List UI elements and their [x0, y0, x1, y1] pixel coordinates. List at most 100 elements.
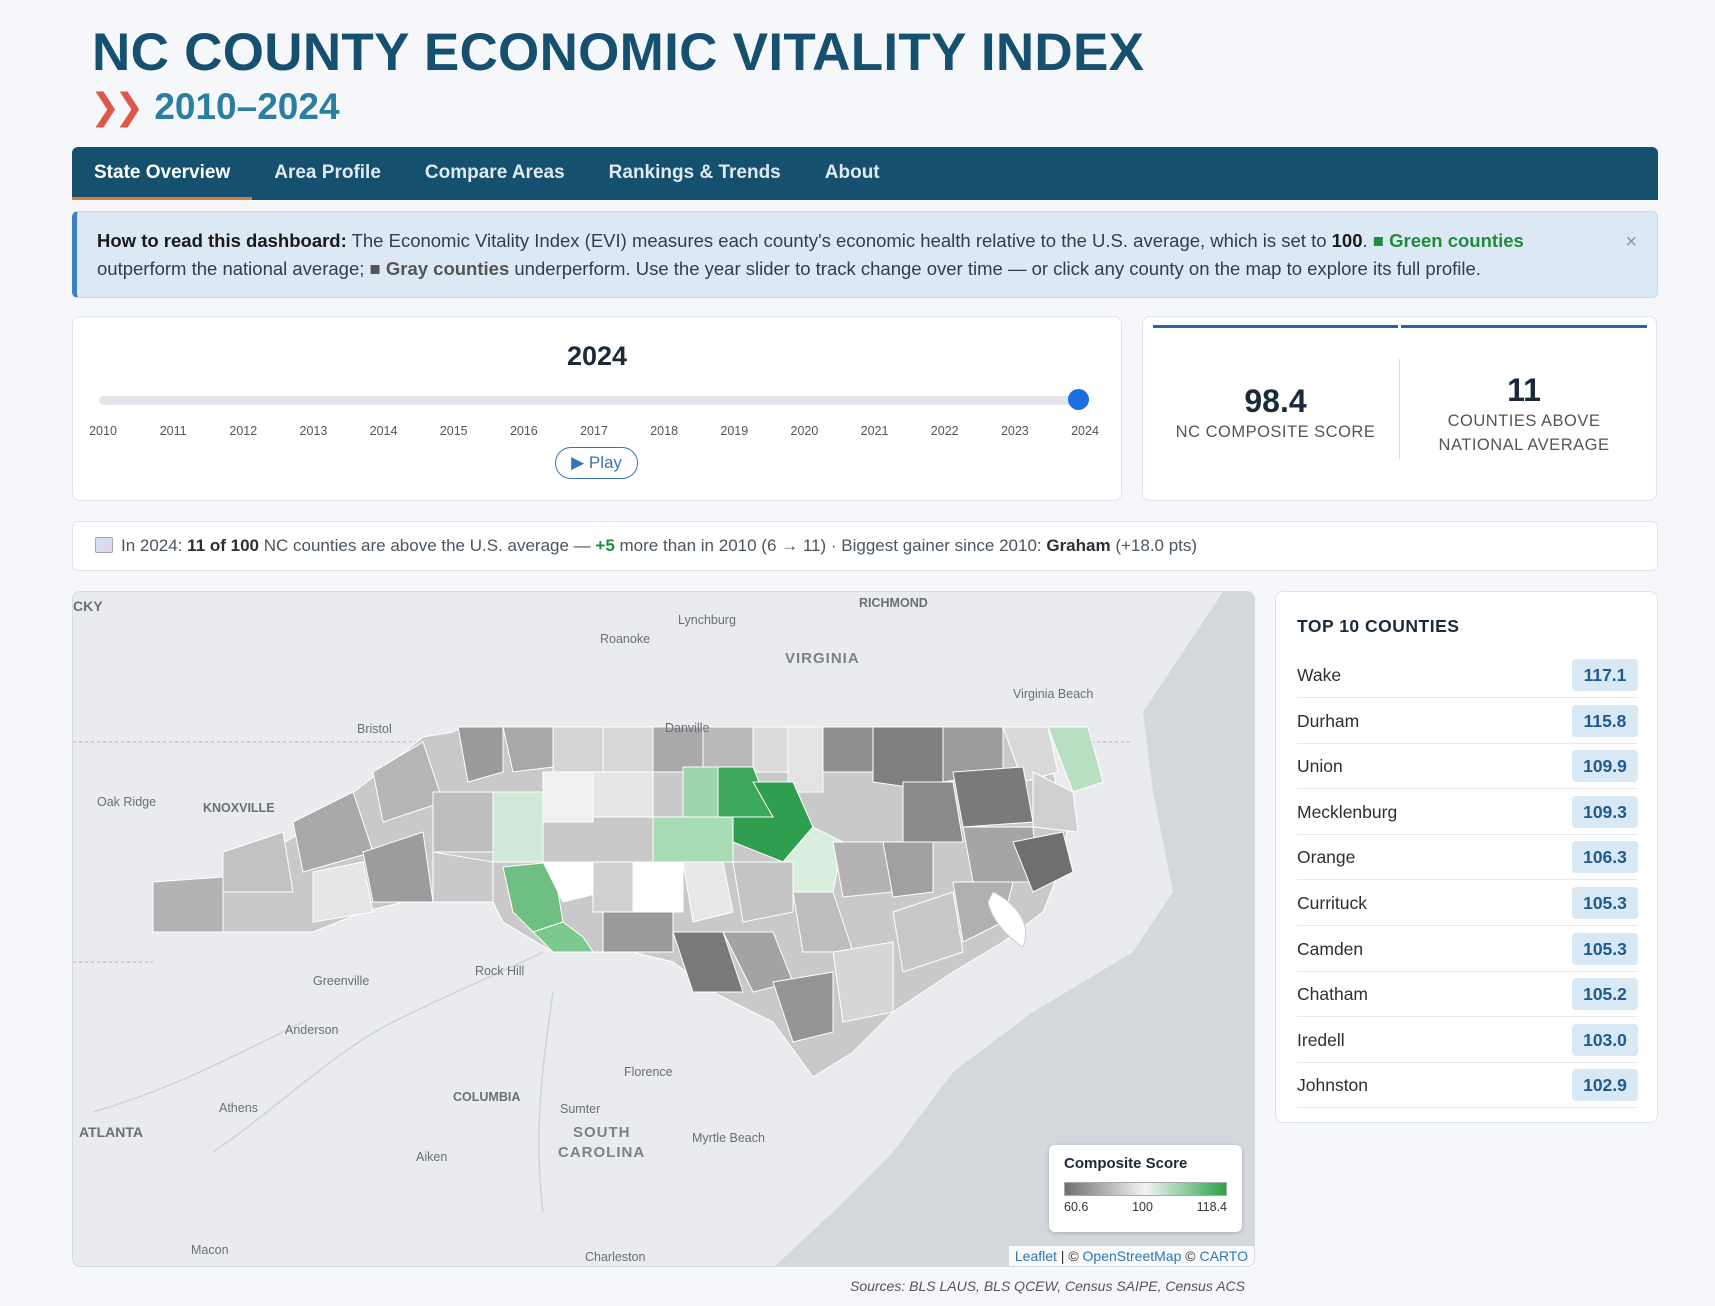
map-label: VIRGINIA [785, 650, 860, 667]
above-average-label: NATIONAL AVERAGE [1438, 436, 1610, 454]
map-label: Aiken [416, 1150, 448, 1164]
year-slider-handle[interactable] [1068, 389, 1089, 410]
year-tick: 2021 [860, 424, 889, 438]
year-range: 2010–2024 [154, 86, 340, 127]
play-button[interactable]: ▶ Play [555, 447, 638, 479]
map-label: CKY [73, 598, 103, 614]
county [892, 891, 964, 973]
year-tick: 2020 [790, 424, 819, 438]
county [542, 771, 594, 823]
summary-delta: +5 [595, 536, 615, 555]
county-row[interactable]: Union 109.9 [1297, 744, 1638, 790]
county [787, 726, 824, 793]
legend-gradient [1064, 1182, 1227, 1196]
county-currituck [1047, 726, 1104, 793]
tab-compare-areas[interactable]: Compare Areas [424, 162, 565, 183]
map-label: Roanoke [600, 632, 651, 646]
green-counties-label: ■ Green counties [1372, 230, 1524, 251]
map-label: ATLANTA [79, 1124, 144, 1140]
above-average-value: 11 [1507, 372, 1541, 408]
county-wake [732, 781, 814, 863]
county-score: 103.0 [1572, 1023, 1638, 1056]
map-label: Virginia Beach [1013, 687, 1094, 701]
county [1002, 726, 1059, 783]
county-score: 117.1 [1572, 659, 1638, 691]
county-row[interactable]: Orange 106.3 [1297, 835, 1638, 881]
tab-state-overview[interactable]: State Overview [72, 147, 253, 200]
map-label: Rock Hill [475, 964, 525, 978]
legend-title: Composite Score [1064, 1155, 1188, 1172]
county-name: Chatham [1297, 984, 1369, 1005]
county [702, 726, 754, 773]
year-tick: 2014 [369, 424, 398, 438]
carto-link[interactable]: CARTO [1199, 1248, 1249, 1264]
legend-ticks: 60.6 100 118.4 [1064, 1200, 1227, 1214]
county-chatham [652, 816, 734, 863]
county-row[interactable]: Currituck 105.3 [1297, 881, 1638, 926]
tab-about[interactable]: About [824, 162, 880, 183]
leaflet-link[interactable]: Leaflet [1014, 1248, 1057, 1264]
year-tick: 2015 [439, 424, 468, 438]
county-name: Union [1297, 756, 1343, 777]
map-legend: Composite Score 60.6 100 118.4 [1049, 1145, 1242, 1232]
county-map[interactable]: CKY RICHMOND Lynchburg Roanoke VIRGINIA … [72, 591, 1255, 1267]
year-tick: 2022 [930, 424, 959, 438]
above-average-label: COUNTIES ABOVE [1447, 412, 1601, 430]
info-baseline: 100 [1331, 230, 1363, 251]
county [222, 831, 294, 893]
county-union [532, 921, 594, 953]
county [752, 726, 789, 773]
county-row[interactable]: Iredell 103.0 [1297, 1018, 1638, 1063]
county [822, 726, 874, 773]
kpi-composite: 98.4 NC COMPOSITE SCORE [1153, 383, 1398, 444]
tab-rankings-trends[interactable]: Rankings & Trends [608, 162, 781, 183]
year-slider-card: 2024 ▶ Play 2010 2011 2012 2013 2014 2015 2016… [72, 316, 1122, 501]
map-label: Myrtle Beach [692, 1131, 765, 1145]
info-text: The Economic Vitality Index (EVI) measur… [346, 230, 1332, 251]
map-label: SOUTH [573, 1124, 631, 1141]
close-icon[interactable]: × [1625, 231, 1637, 253]
summary-text: In 2024: [121, 536, 188, 555]
map-label: Lynchburg [678, 613, 736, 627]
tab-area-profile[interactable]: Area Profile [274, 162, 381, 183]
map-label: Anderson [285, 1023, 339, 1037]
year-tick: 2010 [89, 424, 117, 438]
county [832, 941, 894, 1023]
county-row[interactable]: Mecklenburg 109.3 [1297, 790, 1638, 835]
year-tick: 2019 [720, 424, 749, 438]
county-score: 102.9 [1572, 1069, 1638, 1102]
year-slider-track[interactable] [99, 396, 1089, 405]
map-label: Bristol [357, 722, 392, 736]
county [902, 781, 964, 843]
kpi-above-average: 11 COUNTIES ABOVE NATIONAL AVERAGE [1401, 372, 1647, 457]
county-row[interactable]: Johnston 102.9 [1297, 1063, 1638, 1109]
county-name: Currituck [1297, 893, 1368, 913]
road [92, 1021, 304, 1113]
sound [987, 891, 1027, 948]
openstreetmap-link[interactable]: OpenStreetMap [1082, 1248, 1182, 1264]
county-row[interactable]: Durham 115.8 [1297, 699, 1638, 744]
county-row[interactable]: Camden 105.3 [1297, 927, 1638, 972]
county-score: 109.3 [1572, 795, 1638, 828]
county-row[interactable]: Chatham 105.2 [1297, 972, 1638, 1018]
county [882, 841, 934, 898]
county-iredell [492, 791, 544, 863]
county-orange [682, 766, 719, 818]
kpi-accent-bar [1401, 325, 1647, 328]
county-name: Iredell [1297, 1029, 1345, 1050]
map-label: Sumter [560, 1102, 601, 1116]
year-tick: 2018 [650, 424, 679, 438]
map-label: CAROLINA [558, 1144, 646, 1161]
composite-score-value: 98.4 [1244, 383, 1307, 419]
info-banner: How to read this dashboard: The Economic… [72, 211, 1658, 298]
info-text: underperform. Use the year slider to tra… [509, 258, 1481, 279]
county [152, 876, 224, 933]
map-attribution: Leaflet | © OpenStreetMap © CARTO [1008, 1246, 1254, 1266]
summary-separator: · Biggest gainer since 2010: [826, 536, 1047, 555]
gray-counties-label: ■ Gray counties [369, 258, 510, 279]
county-row[interactable]: Wake 117.1 [1297, 653, 1638, 698]
county-name: Mecklenburg [1297, 801, 1398, 822]
county-score: 105.2 [1572, 978, 1638, 1011]
map-label: Oak Ridge [97, 795, 157, 809]
county [592, 771, 654, 818]
